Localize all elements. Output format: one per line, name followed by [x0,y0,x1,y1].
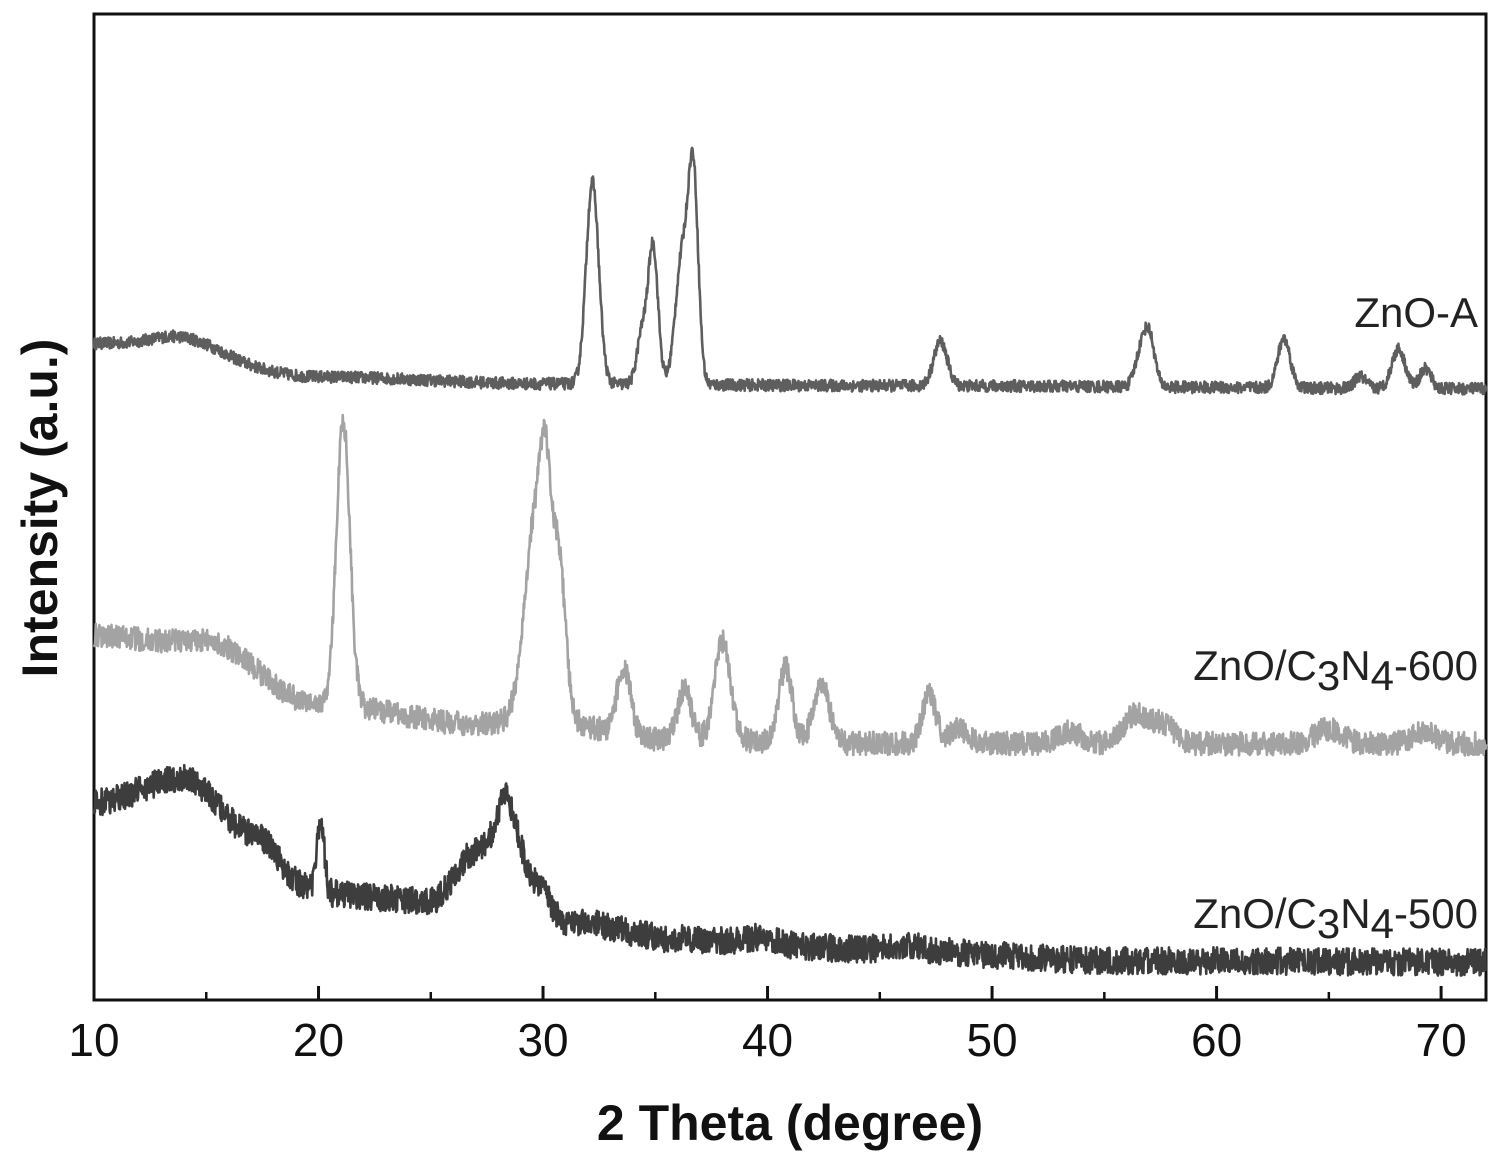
x-tick-label: 30 [517,1014,568,1066]
series-line-3 [94,765,1486,975]
series-label-1: ZnO-A [1354,289,1478,336]
x-tick-label: 50 [966,1014,1017,1066]
x-tick-label: 20 [293,1014,344,1066]
x-tick-label: 70 [1416,1014,1467,1066]
series-label-2: ZnO/C3N4-600 [1193,642,1478,699]
x-axis-title: 2 Theta (degree) [597,1095,983,1151]
x-axis-ticks: 10 20 30 40 50 60 70 [68,986,1466,1066]
x-tick-label: 40 [742,1014,793,1066]
series-group [94,148,1486,976]
plot-frame [94,14,1486,1000]
series-label-3: ZnO/C3N4-500 [1193,890,1478,947]
y-axis-title: Intensity (a.u.) [12,339,68,678]
series-line-2 [94,415,1486,755]
x-tick-label: 60 [1191,1014,1242,1066]
series-line-1 [94,148,1486,394]
x-tick-label: 10 [68,1014,119,1066]
